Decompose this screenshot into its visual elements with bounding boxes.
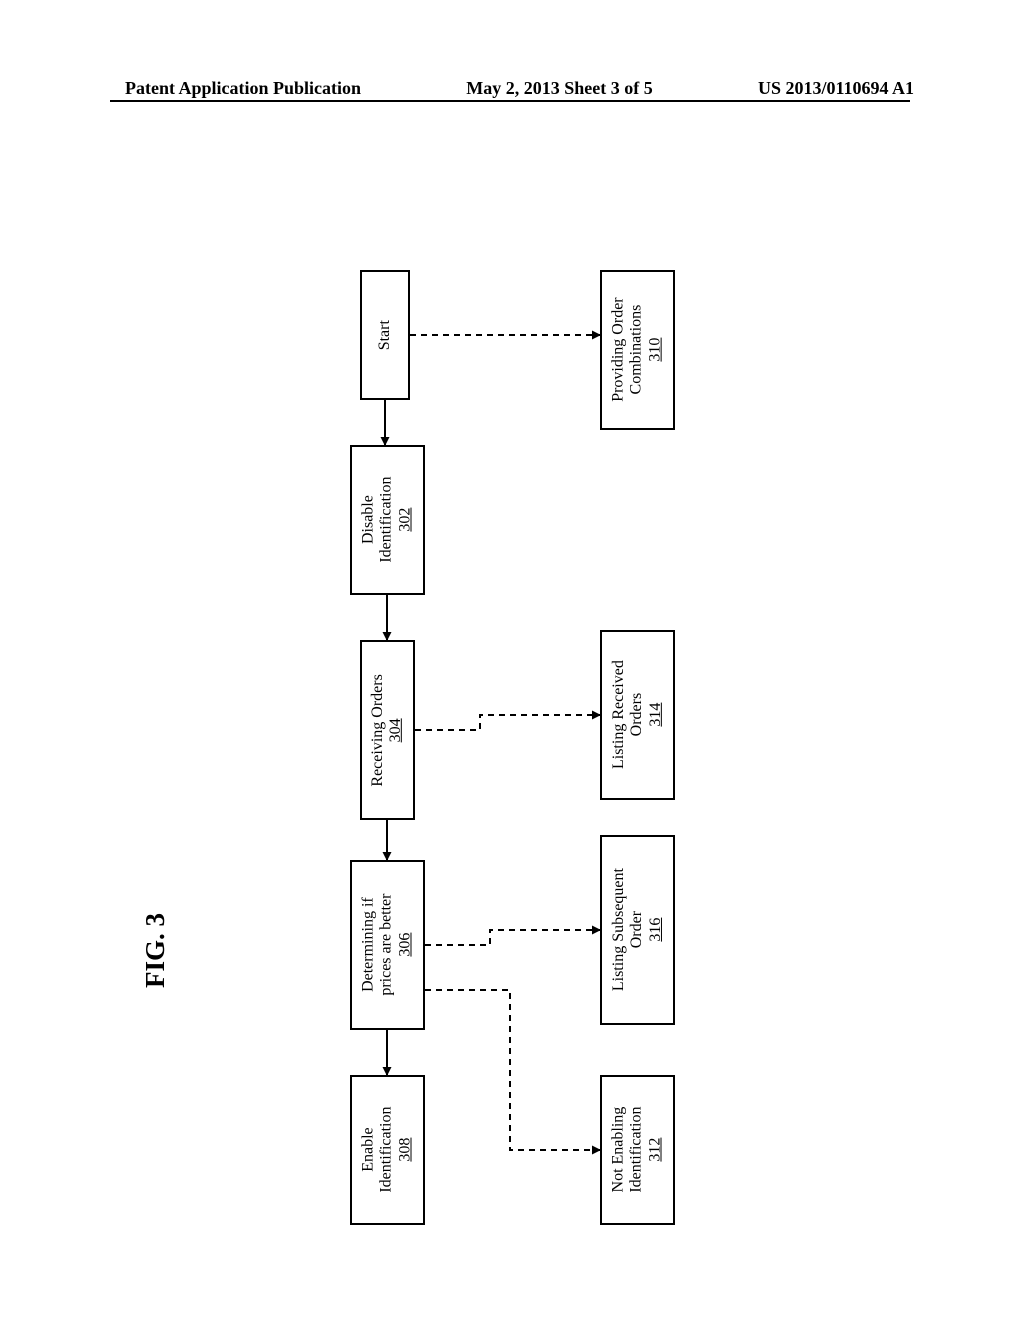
figure-label: FIG. 3: [140, 913, 171, 988]
node-label: Determining ifprices are better306: [360, 894, 415, 996]
node-ref: 314: [647, 703, 664, 727]
flowchart: Start DisableIdentification302 Providing O…: [310, 270, 830, 970]
edge-determining-to-listing_sub: [425, 930, 600, 945]
header-center: May 2, 2013 Sheet 3 of 5: [466, 78, 652, 99]
node-ref: 306: [397, 933, 414, 957]
node-enable: EnableIdentification308: [350, 1075, 425, 1225]
header-right: US 2013/0110694 A1: [758, 78, 914, 99]
node-label: Not EnablingIdentification312: [610, 1107, 665, 1193]
edge-determining-to-not_enable: [425, 990, 600, 1150]
page-header: Patent Application Publication May 2, 20…: [0, 78, 1024, 99]
node-disable: DisableIdentification302: [350, 445, 425, 595]
node-label: Start: [376, 320, 394, 350]
node-label: Listing SubsequentOrder316: [610, 868, 665, 991]
header-left: Patent Application Publication: [125, 78, 361, 99]
node-label: Listing ReceivedOrders314: [610, 661, 665, 770]
node-label: Providing OrderCombinations310: [610, 298, 665, 402]
node-label: EnableIdentification308: [360, 1107, 415, 1193]
node-ref: 308: [397, 1138, 414, 1162]
node-ref: 310: [647, 338, 664, 362]
node-ref: 312: [647, 1138, 664, 1162]
node-listing_recv: Listing ReceivedOrders314: [600, 630, 675, 800]
node-listing_sub: Listing SubsequentOrder316: [600, 835, 675, 1025]
edge-receiving-to-listing_recv: [415, 715, 600, 730]
node-not_enable: Not EnablingIdentification312: [600, 1075, 675, 1225]
node-ref: 304: [388, 718, 405, 742]
node-start: Start: [360, 270, 410, 400]
header-rule: [110, 100, 910, 102]
node-ref: 316: [647, 918, 664, 942]
node-providing: Providing OrderCombinations310: [600, 270, 675, 430]
page: Patent Application Publication May 2, 20…: [0, 0, 1024, 1320]
node-determining: Determining ifprices are better306: [350, 860, 425, 1030]
node-ref: 302: [397, 508, 414, 532]
node-label: DisableIdentification302: [360, 477, 415, 563]
node-receiving: Receiving Orders304: [360, 640, 415, 820]
node-label: Receiving Orders304: [369, 674, 406, 786]
